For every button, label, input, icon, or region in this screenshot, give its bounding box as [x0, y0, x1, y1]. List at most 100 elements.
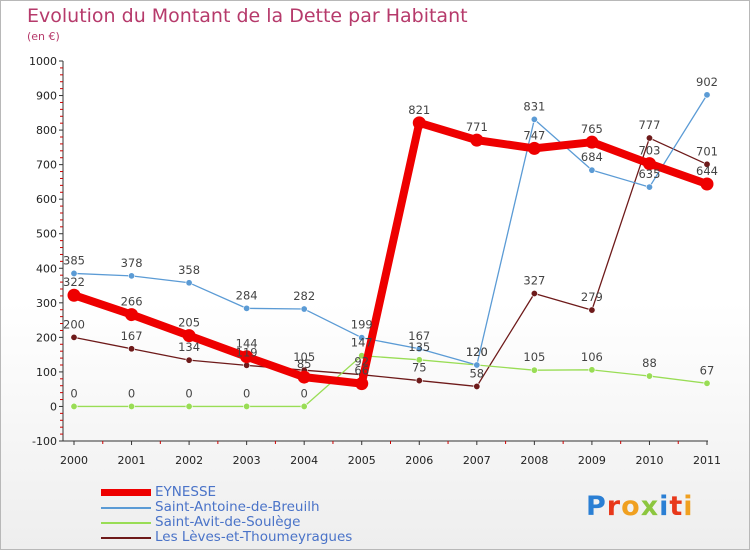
data-label: 765 [581, 122, 603, 136]
data-point [70, 402, 78, 410]
x-tick-label: 2004 [290, 454, 318, 467]
x-tick-label: 2008 [520, 454, 548, 467]
data-point [703, 379, 711, 387]
x-tick-label: 2007 [463, 454, 491, 467]
data-point [527, 141, 541, 155]
data-point [70, 269, 78, 277]
data-point [355, 377, 369, 391]
data-label: 105 [523, 350, 545, 364]
series-line-2 [73, 355, 708, 408]
data-label: 266 [121, 295, 143, 309]
data-label: 747 [523, 128, 545, 142]
data-point [415, 345, 423, 353]
logo-letter: t [669, 491, 684, 522]
data-label: 167 [408, 329, 430, 343]
series-line-1 [73, 94, 708, 366]
x-tick-label: 2010 [635, 454, 663, 467]
data-point [243, 304, 251, 312]
data-label: 135 [408, 340, 430, 354]
data-point [645, 183, 653, 191]
data-point [358, 334, 366, 342]
data-label: 200 [63, 317, 85, 331]
logo-letter: x [640, 491, 660, 522]
legend-label: Les Lèves-et-Thoumeyragues [155, 529, 353, 545]
data-point [182, 329, 196, 343]
logo-letter: r [606, 491, 622, 522]
data-label: 106 [581, 350, 603, 364]
data-point [645, 372, 653, 380]
data-point [588, 366, 596, 374]
x-tick-label: 2001 [118, 454, 146, 467]
data-point [128, 402, 136, 410]
data-point [243, 402, 251, 410]
data-point [645, 134, 653, 142]
y-tick-label: -100 [32, 435, 57, 448]
data-label: 88 [642, 356, 657, 370]
data-label: 67 [700, 363, 715, 377]
data-label: 831 [523, 99, 545, 113]
data-point [473, 382, 481, 390]
chart-unit: (en €) [27, 30, 60, 43]
data-point [530, 366, 538, 374]
data-point [703, 160, 711, 168]
data-label: 635 [638, 167, 660, 181]
data-point [415, 377, 423, 385]
x-tick-label: 2005 [348, 454, 376, 467]
y-tick-label: 900 [36, 90, 57, 103]
y-tick-label: 100 [36, 366, 57, 379]
legend-swatch [101, 489, 151, 496]
x-tick-label: 2011 [693, 454, 721, 467]
data-label: 777 [638, 118, 660, 132]
y-tick-label: 700 [36, 159, 57, 172]
x-tick-label: 2006 [405, 454, 433, 467]
data-point [585, 135, 599, 149]
data-label: 327 [523, 273, 545, 287]
y-tick-label: 600 [36, 193, 57, 206]
data-label: 821 [408, 103, 430, 117]
data-point [67, 288, 81, 302]
data-point [297, 370, 311, 384]
legend-label: Saint-Avit-de-Soulège [155, 514, 301, 530]
y-tick-label: 400 [36, 262, 57, 275]
data-point [588, 166, 596, 174]
x-tick-label: 2009 [578, 454, 606, 467]
data-label: 144 [236, 337, 258, 351]
data-label: 644 [696, 164, 718, 178]
y-tick-label: 200 [36, 331, 57, 344]
y-tick-label: 800 [36, 124, 57, 137]
data-point [70, 333, 78, 341]
logo-letter: P [586, 491, 607, 522]
data-label: 378 [121, 256, 143, 270]
data-label: 284 [236, 288, 258, 302]
data-point [642, 157, 656, 171]
data-point [700, 177, 714, 191]
data-label: 701 [696, 144, 718, 158]
data-label: 167 [121, 329, 143, 343]
x-tick-label: 2003 [233, 454, 261, 467]
data-label: 385 [63, 253, 85, 267]
data-label: 85 [297, 357, 312, 371]
legend-swatch [101, 537, 151, 539]
legend-swatch [101, 507, 151, 509]
data-point [185, 279, 193, 287]
data-point [240, 350, 254, 364]
data-point [412, 116, 426, 130]
data-label: 105 [293, 350, 315, 364]
data-label: 0 [128, 386, 135, 400]
logo-letter: o [621, 491, 641, 522]
data-label: 120 [466, 345, 488, 359]
logo-letter: i [659, 491, 670, 522]
proxiti-logo: Proxiti [586, 491, 694, 522]
legend-label: Saint-Antoine-de-Breuilh [155, 499, 320, 515]
data-label: 199 [351, 318, 373, 332]
y-tick-label: 0 [50, 400, 57, 413]
data-label: 119 [236, 345, 258, 359]
data-point [473, 361, 481, 369]
data-point [128, 345, 136, 353]
data-label: 0 [301, 386, 308, 400]
legend-swatch [101, 522, 151, 524]
data-label: 322 [63, 275, 85, 289]
data-point [530, 115, 538, 123]
data-point [185, 402, 193, 410]
